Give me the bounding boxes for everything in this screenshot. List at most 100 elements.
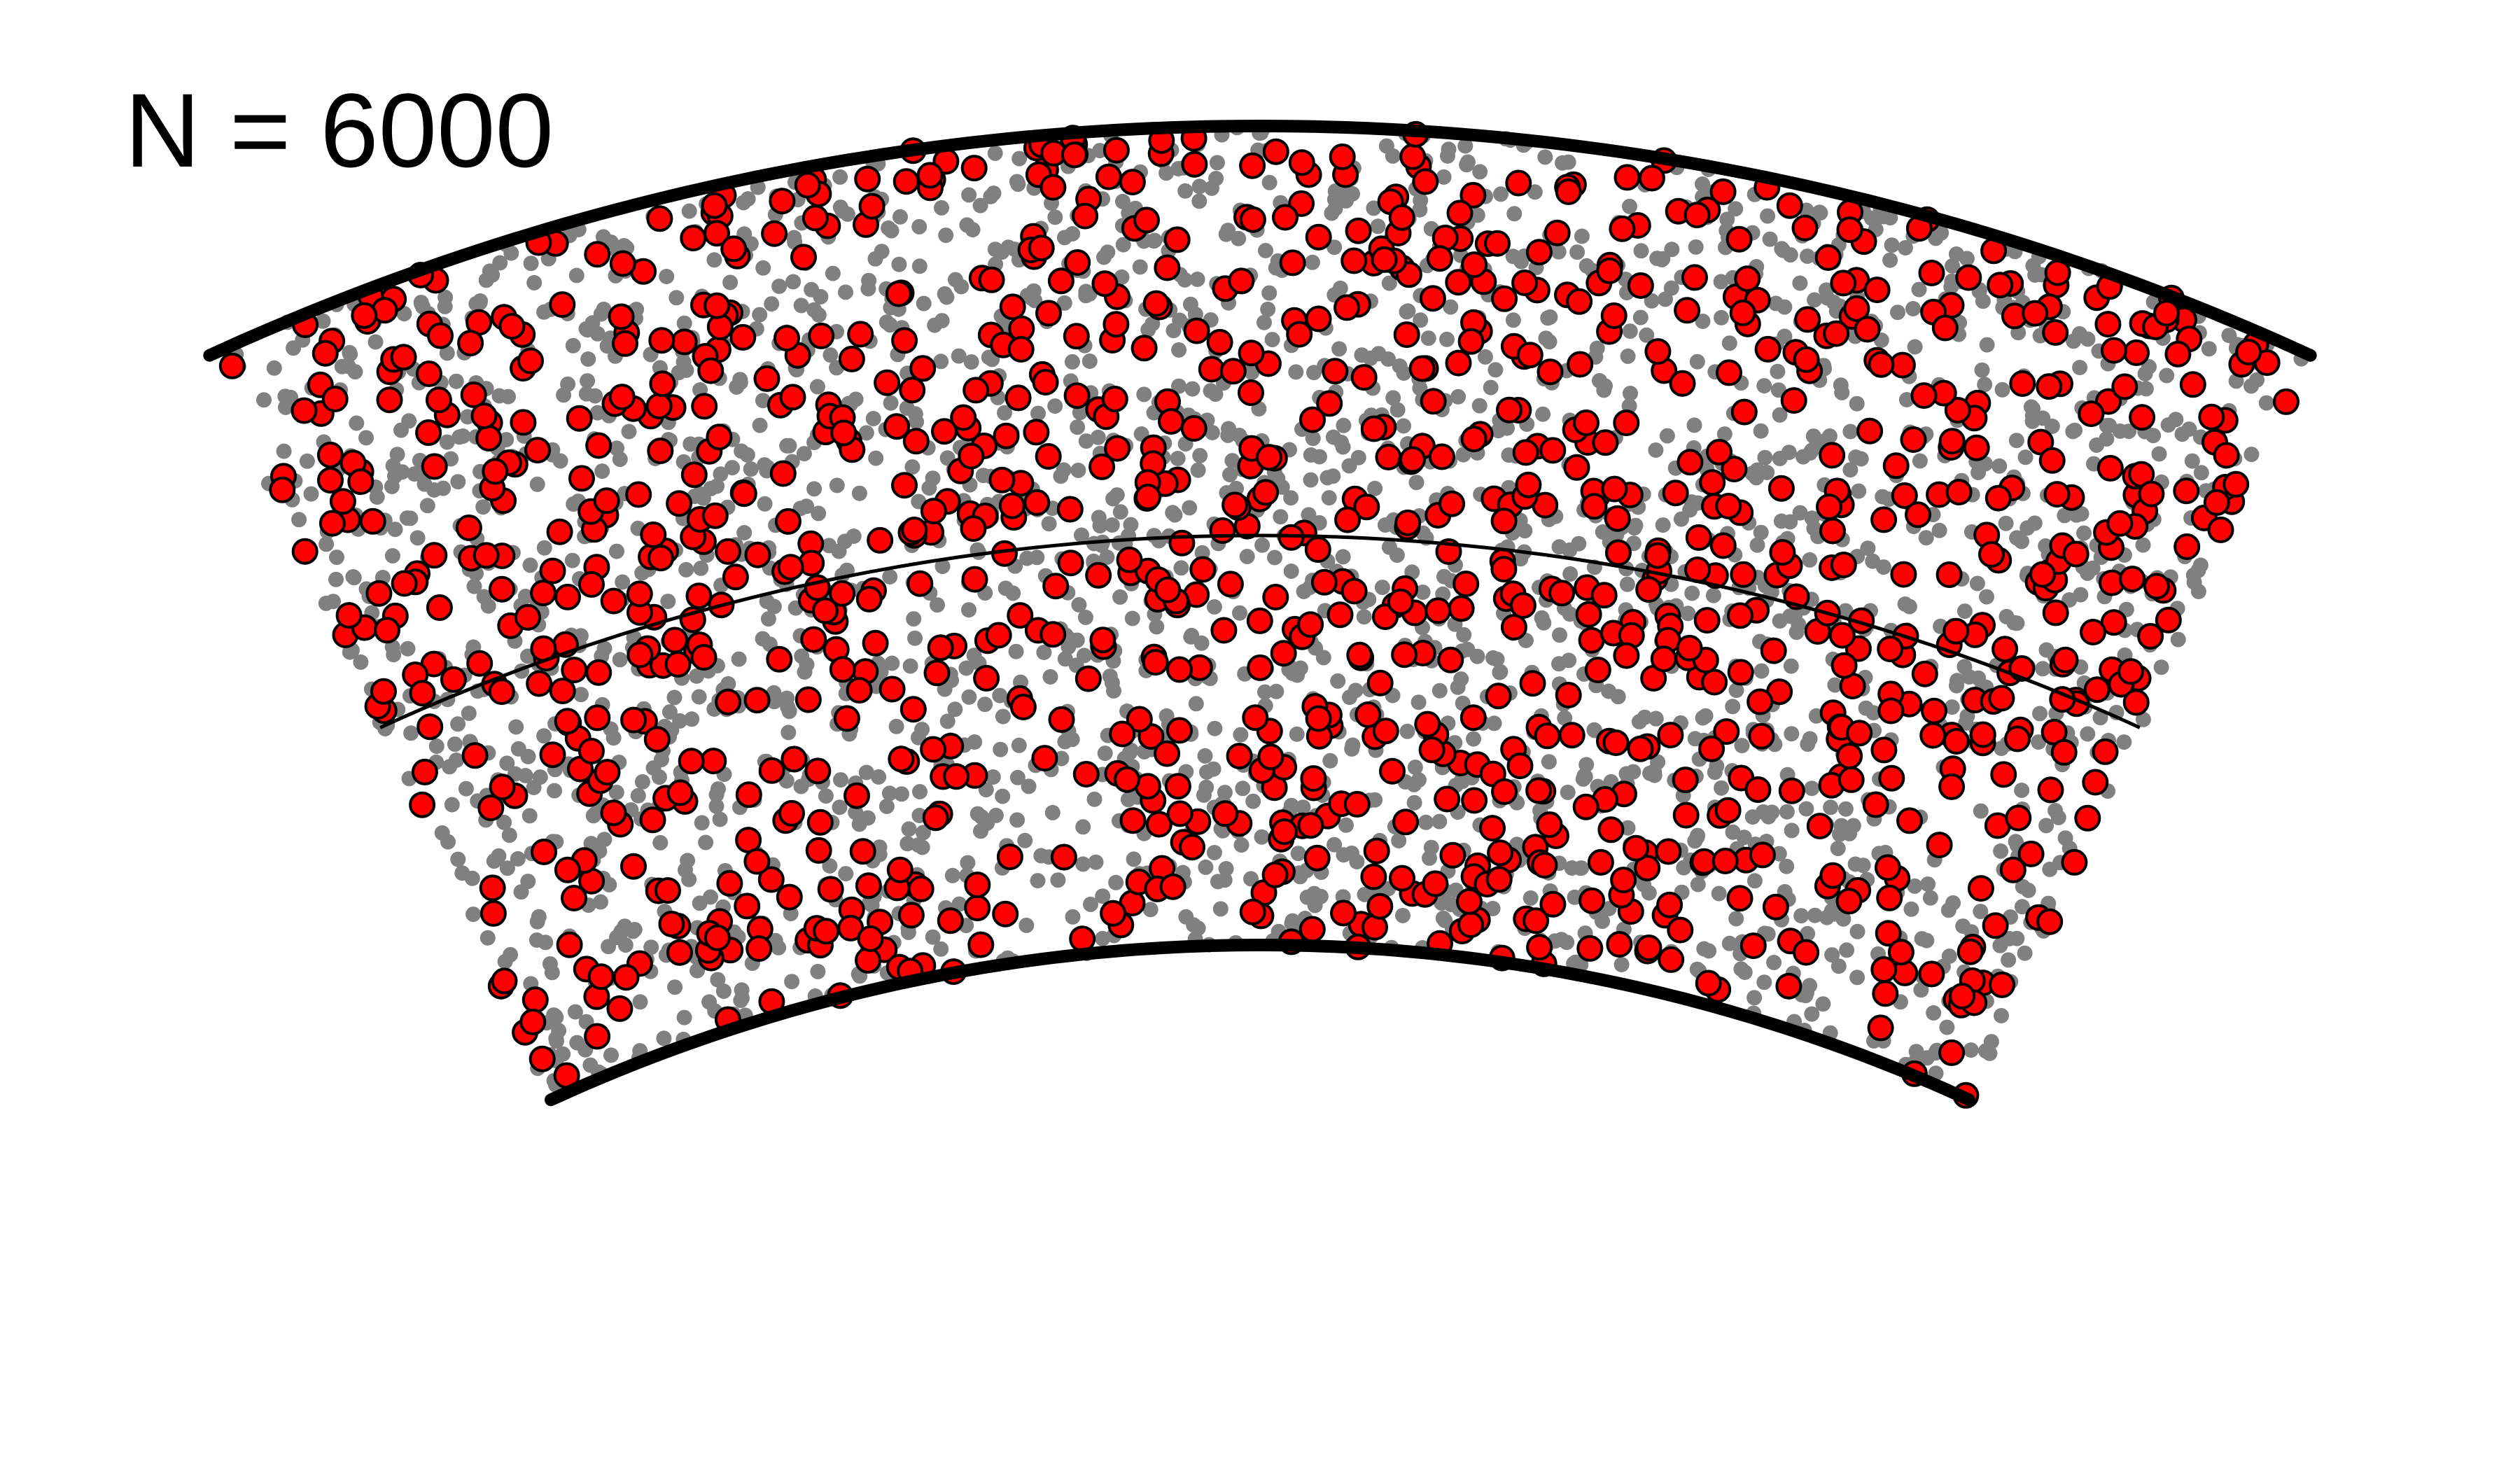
highlighted-point (1830, 270, 1857, 297)
gray-point (1569, 244, 1586, 260)
gray-point (2062, 592, 2078, 608)
gray-point (771, 939, 787, 955)
gray-point (1075, 856, 1091, 872)
gray-point (1804, 780, 1820, 797)
gray-point (1374, 580, 1390, 596)
gray-point (1485, 650, 1502, 666)
gray-point (1206, 845, 1222, 860)
gray-point (1639, 327, 1655, 343)
highlighted-point (546, 518, 573, 545)
gray-point (526, 780, 542, 795)
highlighted-point (992, 900, 1019, 927)
highlighted-point (1048, 706, 1075, 733)
highlighted-point (351, 302, 378, 329)
gray-point (1680, 606, 1696, 622)
highlighted-point (1455, 888, 1483, 915)
highlighted-point (1597, 816, 1625, 844)
highlighted-point (1130, 335, 1158, 362)
gray-point (694, 815, 710, 831)
gray-point (1920, 876, 1936, 892)
highlighted-point (489, 774, 516, 801)
gray-point (1804, 1006, 1820, 1022)
gray-point (883, 395, 899, 411)
gray-point (1819, 290, 1835, 306)
highlighted-point (376, 386, 403, 414)
gray-point (413, 295, 429, 311)
gray-point (1158, 708, 1175, 724)
gray-point (986, 186, 1002, 202)
gray-point (1335, 549, 1351, 565)
highlighted-point (1457, 328, 1485, 355)
highlighted-point (1816, 493, 1842, 521)
gray-point (958, 660, 974, 676)
highlighted-point (1031, 745, 1058, 772)
gray-point (1711, 886, 1727, 902)
highlighted-point (1329, 144, 1356, 170)
gray-point (1560, 784, 1576, 800)
gray-point (764, 296, 780, 312)
gray-point (1075, 819, 1091, 835)
gray-point (1334, 185, 1350, 201)
gray-point (1090, 429, 1106, 445)
gray-point (1527, 184, 1543, 200)
gray-point (1283, 564, 1299, 579)
highlighted-point (943, 763, 970, 790)
gray-point (1264, 332, 1280, 348)
highlighted-point (1198, 356, 1225, 383)
gray-point (1070, 462, 1086, 478)
gray-point (2146, 428, 2162, 444)
highlighted-point (2153, 300, 2180, 327)
gray-point (386, 647, 402, 663)
highlighted-point (1445, 269, 1472, 296)
gray-point (894, 786, 909, 802)
highlighted-point (1544, 219, 1571, 246)
highlighted-point (2029, 561, 2056, 588)
highlighted-point (1709, 532, 1737, 559)
highlighted-point (1967, 875, 1994, 902)
gray-point (660, 594, 676, 610)
highlighted-point (1212, 800, 1239, 827)
gray-point (1759, 465, 1775, 480)
highlighted-point (1596, 257, 1623, 284)
gray-point (720, 676, 736, 692)
highlighted-point (2005, 804, 2032, 832)
highlighted-point (1945, 479, 1973, 505)
highlighted-point (1634, 855, 1661, 882)
highlighted-point (701, 192, 728, 219)
gray-point (1719, 211, 1735, 227)
gray-point (1065, 909, 1081, 925)
highlighted-point (666, 490, 693, 517)
gray-point (1493, 186, 1508, 202)
highlighted-point (1189, 556, 1217, 583)
gray-point (1191, 178, 1208, 195)
highlighted-point (1119, 169, 1146, 196)
gray-point (1945, 258, 1960, 274)
highlighted-point (730, 480, 757, 507)
highlighted-point (2017, 840, 2045, 867)
gray-point (1102, 668, 1118, 684)
gray-point (662, 704, 678, 720)
gray-point (609, 543, 624, 559)
gray-point (1378, 138, 1394, 154)
gray-point (2121, 424, 2137, 440)
gray-point (1008, 643, 1024, 659)
gray-point (1212, 901, 1228, 917)
highlighted-point (1042, 573, 1070, 600)
gray-point (1994, 1008, 2009, 1023)
gray-point (722, 274, 738, 290)
gray-point (1243, 871, 1259, 887)
gray-point (1100, 244, 1116, 260)
gray-point (1356, 609, 1372, 625)
gray-point (668, 290, 685, 306)
highlighted-point (849, 838, 876, 865)
highlighted-point (1209, 517, 1236, 544)
gray-point (1686, 417, 1702, 433)
gray-point (1762, 231, 1778, 247)
gray-point (1256, 314, 1272, 330)
inner-boundary-arc (545, 938, 1975, 1107)
gray-point (1655, 251, 1671, 267)
highlighted-point (1575, 601, 1602, 628)
highlighted-point (316, 441, 344, 468)
gray-point (437, 298, 453, 314)
